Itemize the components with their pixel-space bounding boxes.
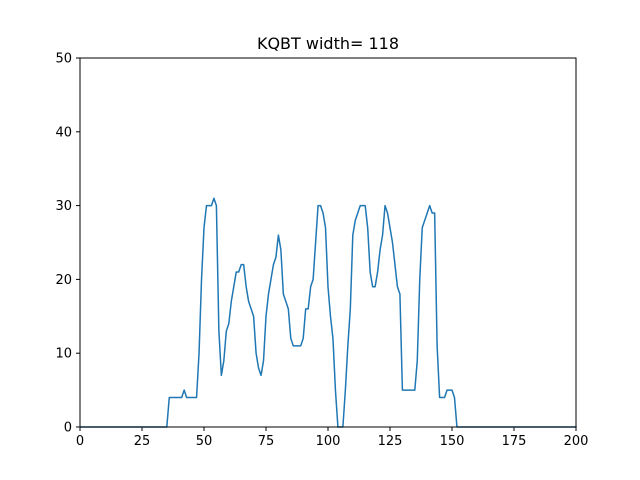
x-tick-label: 25 [134, 434, 151, 449]
y-tick-label: 0 [64, 421, 72, 436]
y-tick-label: 20 [55, 273, 72, 288]
y-tick-label: 50 [55, 52, 72, 67]
y-tick-label: 40 [55, 125, 72, 140]
plot-background [80, 58, 576, 427]
y-tick-label: 30 [55, 199, 72, 214]
x-tick-label: 50 [196, 434, 213, 449]
x-tick-label: 100 [316, 434, 341, 449]
x-axis-ticks: 0 25 50 75 100 125 150 175 200 [76, 427, 589, 449]
y-tick-label: 10 [55, 347, 72, 362]
plot-frame [79, 57, 577, 428]
series-line [79, 197, 577, 428]
x-tick-label: 150 [440, 434, 465, 449]
y-axis-ticks: 0 10 20 30 40 50 [55, 52, 80, 436]
x-tick-label: 0 [76, 434, 84, 449]
x-tick-label: 175 [502, 434, 527, 449]
x-tick-label: 75 [258, 434, 275, 449]
x-tick-label: 200 [564, 434, 589, 449]
chart-title: KQBT width= 118 [257, 34, 399, 53]
x-tick-label: 125 [378, 434, 403, 449]
